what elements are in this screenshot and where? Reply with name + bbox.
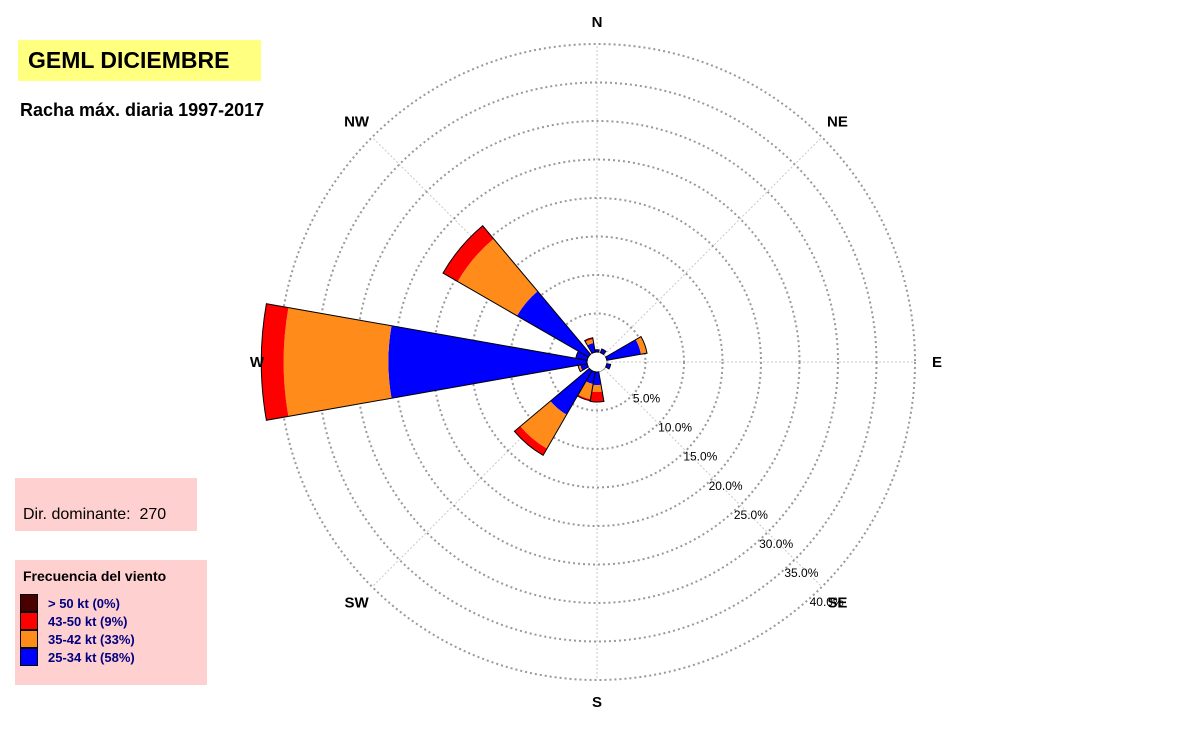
sector-outline bbox=[604, 363, 612, 370]
sector-segment bbox=[594, 349, 600, 353]
radial-tick-label: 10.0% bbox=[658, 421, 692, 435]
radial-tick-label: 30.0% bbox=[759, 537, 793, 551]
sector-outline bbox=[604, 335, 648, 361]
sector-segment bbox=[442, 225, 494, 282]
legend-item-43-50: 43-50 kt (9%) bbox=[20, 612, 127, 630]
radial-tick-label: 40.0% bbox=[810, 595, 844, 609]
sector-segment bbox=[587, 343, 596, 354]
direction-label-n: N bbox=[592, 14, 603, 31]
sector-segment bbox=[585, 370, 596, 384]
sector-segment bbox=[605, 339, 641, 361]
direction-labels: N NE E SE S SW W NW bbox=[250, 14, 942, 711]
dominant-value: 270 bbox=[139, 506, 167, 523]
legend-swatch bbox=[20, 594, 38, 612]
sector-segment bbox=[283, 307, 392, 417]
sector-segment bbox=[577, 394, 591, 401]
sector-segment bbox=[516, 291, 591, 357]
dominant-direction-text: Dir. dominante: 270 bbox=[23, 506, 166, 524]
sector-segment bbox=[388, 325, 588, 399]
sector-segment bbox=[261, 303, 289, 421]
sector-segment bbox=[514, 426, 547, 456]
dominant-label: Dir. dominante: bbox=[23, 506, 131, 523]
grid-ring bbox=[547, 312, 647, 412]
legend-swatch bbox=[20, 612, 38, 630]
dominant-direction-box: Dir. dominante: 270 bbox=[15, 478, 197, 531]
radial-tick-labels: 5.0% 10.0% 15.0% 20.0% 25.0% 30.0% 35.0% 40.0% bbox=[633, 392, 844, 609]
sector-outline bbox=[599, 348, 607, 356]
sector-outline bbox=[260, 303, 588, 421]
legend-item-25-34: 25-34 kt (58%) bbox=[20, 648, 135, 666]
legend-label: 35-42 kt (33%) bbox=[48, 631, 135, 647]
sector-segment bbox=[584, 337, 593, 343]
sector-outline bbox=[513, 367, 593, 457]
radial-tick-label: 20.0% bbox=[709, 479, 743, 493]
sector-outline bbox=[442, 225, 592, 358]
direction-label-e: E bbox=[932, 354, 942, 371]
sector-segment bbox=[591, 384, 603, 393]
legend-swatch bbox=[20, 648, 38, 666]
title-box: GEML DICIEMBRE bbox=[18, 40, 261, 81]
legend-item-35-42: 35-42 kt (33%) bbox=[20, 630, 135, 648]
sector-outline bbox=[584, 337, 596, 355]
legend-label: 43-50 kt (9%) bbox=[48, 613, 128, 629]
radial-tick-label: 35.0% bbox=[784, 566, 818, 580]
sector-segment bbox=[550, 368, 592, 415]
direction-label-nw: NW bbox=[344, 114, 370, 131]
sector-segment bbox=[580, 363, 589, 371]
legend-title: Frecuencia del viento bbox=[23, 568, 167, 584]
direction-label-se: SE bbox=[827, 594, 847, 611]
direction-label-w: W bbox=[250, 354, 265, 371]
legend-label: 25-34 kt (58%) bbox=[48, 649, 135, 665]
sector-segment bbox=[585, 339, 594, 346]
radial-tick-label: 25.0% bbox=[734, 508, 768, 522]
chart-subtitle: Racha máx. diaria 1997-2017 bbox=[20, 100, 265, 120]
sector-segment bbox=[578, 381, 594, 400]
direction-label-s: S bbox=[592, 694, 602, 711]
sector-segment bbox=[575, 351, 589, 361]
wind-sectors bbox=[260, 225, 648, 457]
direction-label-ne: NE bbox=[827, 114, 848, 131]
legend-swatch bbox=[20, 630, 38, 648]
sector-segment bbox=[520, 401, 567, 449]
grid-ring bbox=[470, 235, 724, 489]
spoke-line bbox=[603, 368, 823, 588]
radial-tick-label: 5.0% bbox=[633, 392, 661, 406]
legend-label: > 50 kt (0%) bbox=[48, 595, 120, 611]
grid-ring bbox=[316, 81, 878, 643]
legend-item-gt50: > 50 kt (0%) bbox=[20, 594, 120, 612]
radial-tick-label: 15.0% bbox=[683, 450, 717, 464]
direction-label-sw: SW bbox=[344, 594, 369, 611]
grid-ring bbox=[509, 274, 685, 450]
chart-title: GEML DICIEMBRE bbox=[28, 47, 230, 73]
legend: Frecuencia del viento > 50 kt (0%) 43-50… bbox=[15, 560, 207, 685]
sector-segment bbox=[578, 364, 583, 372]
sector-segment bbox=[457, 238, 538, 316]
sector-segment bbox=[590, 391, 604, 403]
sector-segment bbox=[635, 336, 648, 355]
grid-ring bbox=[278, 43, 916, 681]
